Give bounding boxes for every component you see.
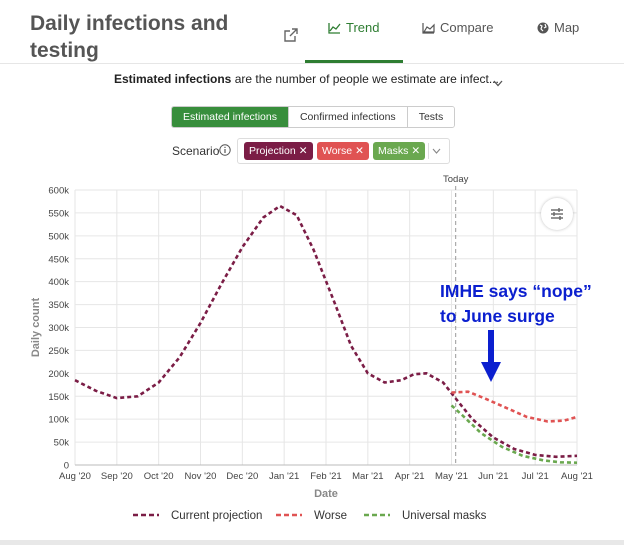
- series-line: [451, 390, 578, 423]
- close-icon[interactable]: ✕: [355, 145, 364, 157]
- tab-map[interactable]: Map: [537, 20, 579, 35]
- series-line: [74, 204, 578, 459]
- y-tick-label: 550k: [48, 208, 69, 219]
- legend-label: Current projection: [171, 510, 262, 522]
- x-tick-label: Aug '21: [561, 471, 593, 482]
- y-tick-label: 250k: [48, 346, 69, 357]
- chevron-down-icon[interactable]: [493, 80, 503, 87]
- legend-label: Universal masks: [402, 510, 487, 522]
- x-tick-label: Jun '21: [478, 471, 508, 482]
- x-tick-label: Nov '20: [185, 471, 217, 482]
- y-tick-label: 200k: [48, 369, 69, 380]
- y-tick-label: 400k: [48, 277, 69, 288]
- metric-button-group: Estimated infections Confirmed infection…: [171, 106, 456, 128]
- y-tick-label: 450k: [48, 254, 69, 265]
- description-text: are the number of people we estimate are…: [231, 72, 499, 86]
- y-tick-label: 0: [64, 461, 69, 472]
- tab-label: Map: [554, 20, 580, 35]
- chip-masks[interactable]: Masks ✕: [373, 142, 426, 160]
- x-tick-label: Oct '20: [144, 471, 174, 482]
- confirmed-infections-button[interactable]: Confirmed infections: [288, 107, 408, 127]
- chip-label: Masks: [378, 145, 409, 157]
- x-tick-label: Aug '20: [59, 471, 91, 482]
- estimated-infections-button[interactable]: Estimated infections: [172, 107, 289, 127]
- tab-compare[interactable]: Compare: [422, 20, 493, 35]
- series-line: [450, 404, 578, 464]
- x-tick-label: Jul '21: [522, 471, 549, 482]
- active-tab-indicator: [305, 60, 403, 63]
- description: Estimated infections are the number of p…: [114, 72, 499, 86]
- page-title: Daily infections and testing: [30, 12, 229, 62]
- y-axis-label: Daily count: [30, 298, 42, 358]
- legend-label: Worse: [314, 510, 347, 522]
- y-tick-label: 350k: [48, 300, 69, 311]
- close-icon[interactable]: ✕: [411, 145, 421, 157]
- scenario-select[interactable]: [237, 138, 450, 164]
- chip-label: Projection: [249, 145, 296, 157]
- y-tick-label: 500k: [48, 231, 69, 242]
- x-tick-label: Mar '21: [352, 471, 383, 482]
- x-axis-label: Date: [314, 488, 338, 500]
- footer-divider: [0, 540, 624, 545]
- y-tick-label: 600k: [48, 186, 69, 197]
- x-tick-label: Feb '21: [310, 471, 341, 482]
- sliders-icon: [551, 208, 563, 220]
- x-tick-label: Jan '21: [269, 471, 299, 482]
- tab-trend[interactable]: Trend: [328, 20, 379, 35]
- tab-label: Compare: [440, 20, 494, 35]
- today-label: Today: [443, 174, 469, 185]
- x-tick-label: Sep '20: [101, 471, 133, 482]
- header-divider: [0, 63, 624, 64]
- external-link-icon[interactable]: [284, 28, 298, 42]
- chip-worse[interactable]: Worse ✕: [317, 142, 369, 160]
- area-chart-icon: [422, 22, 435, 34]
- tab-label: Trend: [346, 20, 380, 35]
- description-term: Estimated infections: [114, 72, 232, 86]
- x-tick-label: Dec '20: [226, 471, 258, 482]
- y-tick-label: 50k: [54, 438, 70, 449]
- x-tick-label: Apr '21: [395, 471, 425, 482]
- x-tick-label: May '21: [435, 471, 468, 482]
- chip-label: Worse: [322, 145, 353, 157]
- line-chart-icon: [328, 22, 341, 34]
- y-tick-label: 100k: [48, 415, 69, 426]
- scenario-label: Scenario: [172, 144, 220, 158]
- globe-icon: [537, 22, 549, 33]
- annotation-text: IMHE says “nope” to June surge: [440, 281, 592, 326]
- select-divider: [428, 143, 429, 159]
- chevron-down-icon[interactable]: [432, 148, 441, 154]
- tests-button[interactable]: Tests: [407, 107, 455, 127]
- close-icon[interactable]: ✕: [298, 145, 308, 157]
- y-tick-label: 300k: [48, 323, 69, 334]
- chip-projection[interactable]: Projection ✕: [244, 142, 313, 160]
- chart-settings-button[interactable]: [541, 198, 573, 230]
- y-tick-label: 150k: [48, 392, 69, 403]
- info-icon[interactable]: [219, 144, 231, 156]
- arrow-down-icon: [481, 330, 501, 382]
